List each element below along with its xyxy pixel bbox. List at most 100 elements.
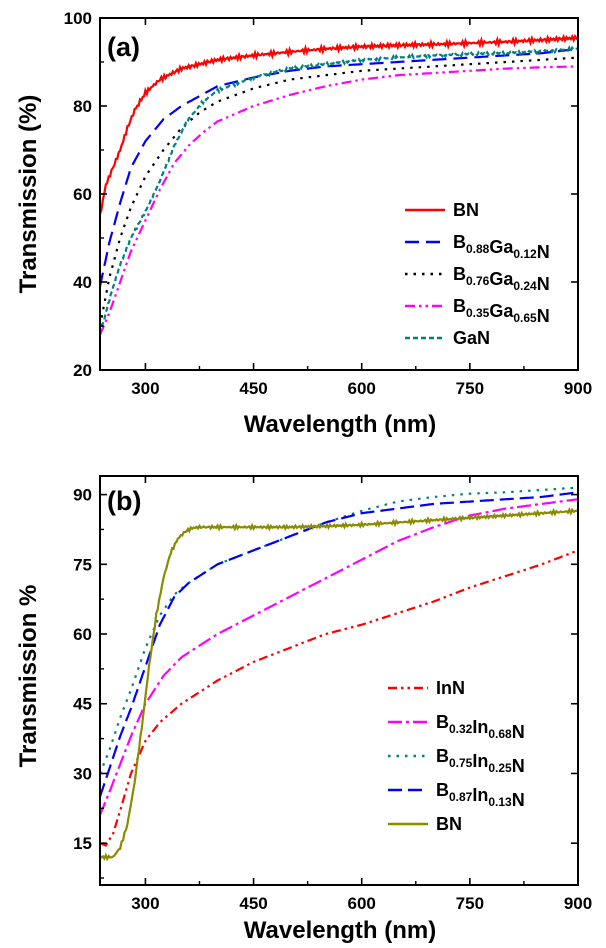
legend-label-part: B <box>453 200 466 220</box>
legend-label-part: N <box>537 274 550 294</box>
legend-entry: B0.32In0.68N <box>388 712 525 742</box>
legend-label-subscript: 0.68 <box>488 727 512 741</box>
y-tick-label: 80 <box>73 97 92 116</box>
series-line <box>100 65 578 336</box>
legend-label-subscript: 0.25 <box>488 761 512 775</box>
y-tick-label: 15 <box>73 834 92 853</box>
x-axis-label: Wavelength (nm) <box>244 411 436 438</box>
panel-label: (b) <box>107 486 141 516</box>
x-tick-label: 600 <box>348 894 376 913</box>
series-line <box>100 549 578 847</box>
legend-label: B0.88Ga0.12N <box>453 232 550 262</box>
legend-label-part: B <box>453 232 466 252</box>
legend: InNB0.32In0.68NB0.75In0.25NB0.87In0.13NB… <box>388 678 525 834</box>
y-tick-label: 45 <box>73 695 92 714</box>
legend-label-subscript: 0.88 <box>466 242 490 256</box>
y-tick-label: 90 <box>73 486 92 505</box>
y-tick-label: 60 <box>73 625 92 644</box>
chart-panel-b: (b) Wavelength (nm) Transmission % 300 45… <box>15 475 592 944</box>
legend-label: BN <box>436 814 462 834</box>
legend-label-part: N <box>537 242 550 262</box>
legend-label-subscript: 0.87 <box>449 790 473 804</box>
axis-ticks: 300 450 600 750 900 20 40 60 80 100 <box>64 9 593 398</box>
legend-entry: B0.87In0.13N <box>388 780 525 810</box>
series-line <box>100 47 578 287</box>
legend-label-subscript: 0.32 <box>449 722 473 736</box>
legend-label: B0.35Ga0.65N <box>453 296 550 326</box>
y-tick-label: 20 <box>73 361 92 380</box>
legend-label: BN <box>453 200 479 220</box>
legend-label: B0.75In0.25N <box>436 746 525 776</box>
plot-frame <box>99 475 579 886</box>
x-tick-label: 600 <box>348 379 376 398</box>
legend-entry: B0.35Ga0.65N <box>405 296 550 326</box>
legend-label-part: GaN <box>453 328 490 348</box>
chart-panel-a: (a) Wavelength (nm) Transmission (%) 300… <box>15 9 592 438</box>
x-tick-label: 300 <box>131 894 159 913</box>
x-tick-label: 450 <box>239 894 267 913</box>
legend-entry: InN <box>388 678 465 698</box>
legend-label-part: B <box>453 264 466 284</box>
x-tick-label: 750 <box>456 894 484 913</box>
legend-label-part: In <box>472 751 488 771</box>
legend-label: B0.76Ga0.24N <box>453 264 550 294</box>
legend-label-part: B <box>436 780 449 800</box>
legend-label-part: B <box>453 296 466 316</box>
legend-entry: BN <box>405 200 479 220</box>
legend-label: InN <box>436 678 465 698</box>
x-axis-label: Wavelength (nm) <box>244 917 436 944</box>
legend-label-part: Ga <box>489 237 514 257</box>
y-tick-label: 40 <box>73 273 92 292</box>
y-tick-label: 30 <box>73 764 92 783</box>
legend-label-part: B <box>436 746 449 766</box>
series-line <box>100 486 578 774</box>
legend-label: B0.87In0.13N <box>436 780 525 810</box>
legend-label-subscript: 0.76 <box>466 274 490 288</box>
plot-area <box>100 33 578 336</box>
y-axis-label: Transmission % <box>15 585 42 768</box>
axis-ticks: 300 450 600 750 900 15 30 45 60 75 90 <box>73 475 592 913</box>
y-axis-label: Transmission (%) <box>15 95 42 294</box>
legend-label-part: N <box>537 306 550 326</box>
series-line <box>100 45 578 336</box>
legend-label-part: N <box>512 756 525 776</box>
legend-label: GaN <box>453 328 490 348</box>
legend-label-part: Ga <box>489 301 514 321</box>
legend-label-part: In <box>472 717 488 737</box>
legend: BNB0.88Ga0.12NB0.76Ga0.24NB0.35Ga0.65NGa… <box>405 200 550 348</box>
legend-label-part: B <box>436 712 449 732</box>
legend-label-subscript: 0.65 <box>513 311 537 325</box>
legend-entry: BN <box>388 814 462 834</box>
legend-entry: B0.75In0.25N <box>388 746 525 776</box>
x-tick-label: 750 <box>456 379 484 398</box>
y-tick-label: 60 <box>73 185 92 204</box>
plot-area <box>100 486 578 862</box>
x-tick-label: 300 <box>131 379 159 398</box>
x-tick-label: 450 <box>239 379 267 398</box>
series-line <box>100 507 578 862</box>
legend-label: B0.32In0.68N <box>436 712 525 742</box>
legend-label-part: In <box>472 785 488 805</box>
series-line <box>100 491 578 798</box>
legend-label-part: Ga <box>489 269 514 289</box>
y-tick-label: 100 <box>64 9 92 28</box>
series-line <box>100 498 578 816</box>
legend-label-part: N <box>512 722 525 742</box>
x-tick-label: 900 <box>564 379 592 398</box>
panel-label: (a) <box>107 32 140 62</box>
legend-entry: GaN <box>405 328 490 348</box>
legend-label-subscript: 0.35 <box>466 306 490 320</box>
series-line <box>100 33 578 215</box>
legend-label-part: N <box>512 790 525 810</box>
legend-entry: B0.88Ga0.12N <box>405 232 550 262</box>
legend-entry: B0.76Ga0.24N <box>405 264 550 294</box>
legend-label-subscript: 0.24 <box>513 279 537 293</box>
legend-label-part: N <box>466 200 479 220</box>
y-tick-label: 75 <box>73 555 92 574</box>
legend-label-subscript: 0.13 <box>488 795 512 809</box>
x-tick-label: 900 <box>564 894 592 913</box>
legend-label-part: BN <box>436 814 462 834</box>
legend-label-part: InN <box>436 678 465 698</box>
legend-label-subscript: 0.75 <box>449 756 473 770</box>
